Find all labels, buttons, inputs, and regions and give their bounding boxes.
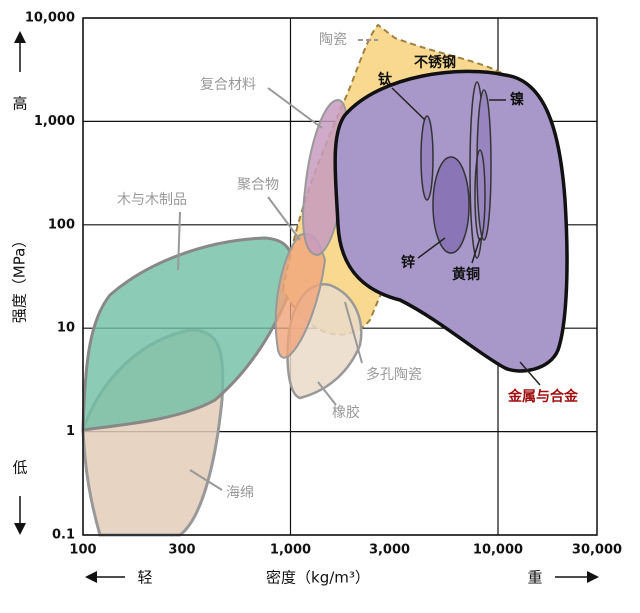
- x-tick-label: 10,000: [473, 543, 523, 558]
- y-high: 高: [12, 95, 27, 113]
- x-tick-label: 3,000: [369, 543, 410, 558]
- titanium: [420, 115, 434, 201]
- wood-region: [81, 236, 294, 432]
- y-tick-label: 10,000: [25, 11, 75, 26]
- label-ceramic: 陶瓷: [319, 32, 347, 48]
- x-high: 重: [527, 569, 542, 587]
- label-porous-ceramic: 多孔陶瓷: [366, 366, 422, 383]
- x-tick-label: 300: [168, 543, 195, 558]
- polymer-region: [274, 233, 327, 359]
- label-metal: 金属与合金: [507, 388, 579, 405]
- y-tick-label: 1: [66, 424, 75, 439]
- x-low: 轻: [137, 569, 152, 587]
- label-rubber: 橡胶: [332, 404, 360, 421]
- label-brass: 黄铜: [452, 266, 480, 283]
- x-axis-label: 密度（kg/m³）: [266, 569, 370, 587]
- label-zinc: 锌: [401, 254, 415, 271]
- plot-frame: [82, 17, 598, 536]
- x-tick-label: 100: [69, 543, 96, 558]
- label-wood: 木与木制品: [117, 192, 187, 208]
- regions: [81, 23, 569, 537]
- y-tick-label: 10: [57, 321, 75, 336]
- y-tick-label: 100: [48, 217, 75, 232]
- y-tick-label: 1,000: [34, 114, 75, 129]
- zinc: [432, 156, 470, 254]
- leaders: [177, 39, 541, 491]
- y-axis-label: 强度（MPa）: [11, 233, 29, 324]
- label-foam: 海绵: [226, 484, 254, 501]
- x-tick-label: 1,000: [270, 543, 311, 558]
- x-tick-label: 30,000: [572, 543, 622, 558]
- y-low: 低: [12, 459, 27, 477]
- label-composite: 复合材料: [200, 76, 256, 93]
- label-stainless: 不锈钢: [414, 54, 456, 71]
- label-nickel: 镍: [510, 91, 524, 108]
- label-polymer: 聚合物: [237, 177, 279, 193]
- y-tick-label: 0.1: [52, 528, 75, 543]
- label-titanium: 钛: [378, 71, 393, 88]
